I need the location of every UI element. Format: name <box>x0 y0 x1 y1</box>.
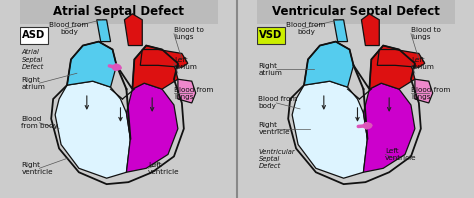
Polygon shape <box>334 20 347 42</box>
Text: VSD: VSD <box>259 30 283 40</box>
Polygon shape <box>377 50 425 67</box>
FancyBboxPatch shape <box>19 0 218 24</box>
Text: Left
atrium: Left atrium <box>174 57 198 70</box>
Text: Left
atrium: Left atrium <box>411 57 435 70</box>
Polygon shape <box>132 46 178 89</box>
Text: Atrial Septal Defect: Atrial Septal Defect <box>53 5 184 18</box>
Text: Blood from
body: Blood from body <box>286 22 326 35</box>
Text: Blood
from body: Blood from body <box>21 116 58 129</box>
Ellipse shape <box>363 122 373 129</box>
Polygon shape <box>304 42 354 87</box>
Text: Blood from
lungs: Blood from lungs <box>411 87 450 100</box>
Polygon shape <box>369 46 415 89</box>
Text: Blood to
lungs: Blood to lungs <box>411 27 441 40</box>
Polygon shape <box>415 79 433 103</box>
Polygon shape <box>125 14 142 46</box>
Ellipse shape <box>111 64 121 71</box>
Polygon shape <box>67 42 117 87</box>
FancyBboxPatch shape <box>256 27 285 44</box>
Polygon shape <box>97 20 110 42</box>
Text: Ventricular
Septal
Defect: Ventricular Septal Defect <box>258 148 295 169</box>
Polygon shape <box>362 14 379 46</box>
Text: Right
ventricle: Right ventricle <box>258 122 290 135</box>
Polygon shape <box>140 50 188 67</box>
Text: Left
ventricle: Left ventricle <box>148 162 180 175</box>
Text: Blood from
lungs: Blood from lungs <box>174 87 213 100</box>
Text: ASD: ASD <box>22 30 46 40</box>
FancyBboxPatch shape <box>19 27 48 44</box>
Text: Blood from
body: Blood from body <box>49 22 89 35</box>
Polygon shape <box>364 83 415 172</box>
Text: Blood from
body: Blood from body <box>258 96 298 109</box>
Text: Left
ventricle: Left ventricle <box>385 148 417 161</box>
Text: Atrial
Septal
Defect: Atrial Septal Defect <box>21 50 44 70</box>
Text: Ventricular Septal Defect: Ventricular Septal Defect <box>272 5 439 18</box>
Polygon shape <box>178 79 196 103</box>
Polygon shape <box>55 81 130 178</box>
Text: Right
ventricle: Right ventricle <box>21 162 53 175</box>
Polygon shape <box>127 83 178 172</box>
Text: Right
atrium: Right atrium <box>21 77 46 90</box>
Text: Blood to
lungs: Blood to lungs <box>174 27 204 40</box>
FancyBboxPatch shape <box>256 0 455 24</box>
Polygon shape <box>292 81 367 178</box>
Text: Right
atrium: Right atrium <box>258 63 283 76</box>
